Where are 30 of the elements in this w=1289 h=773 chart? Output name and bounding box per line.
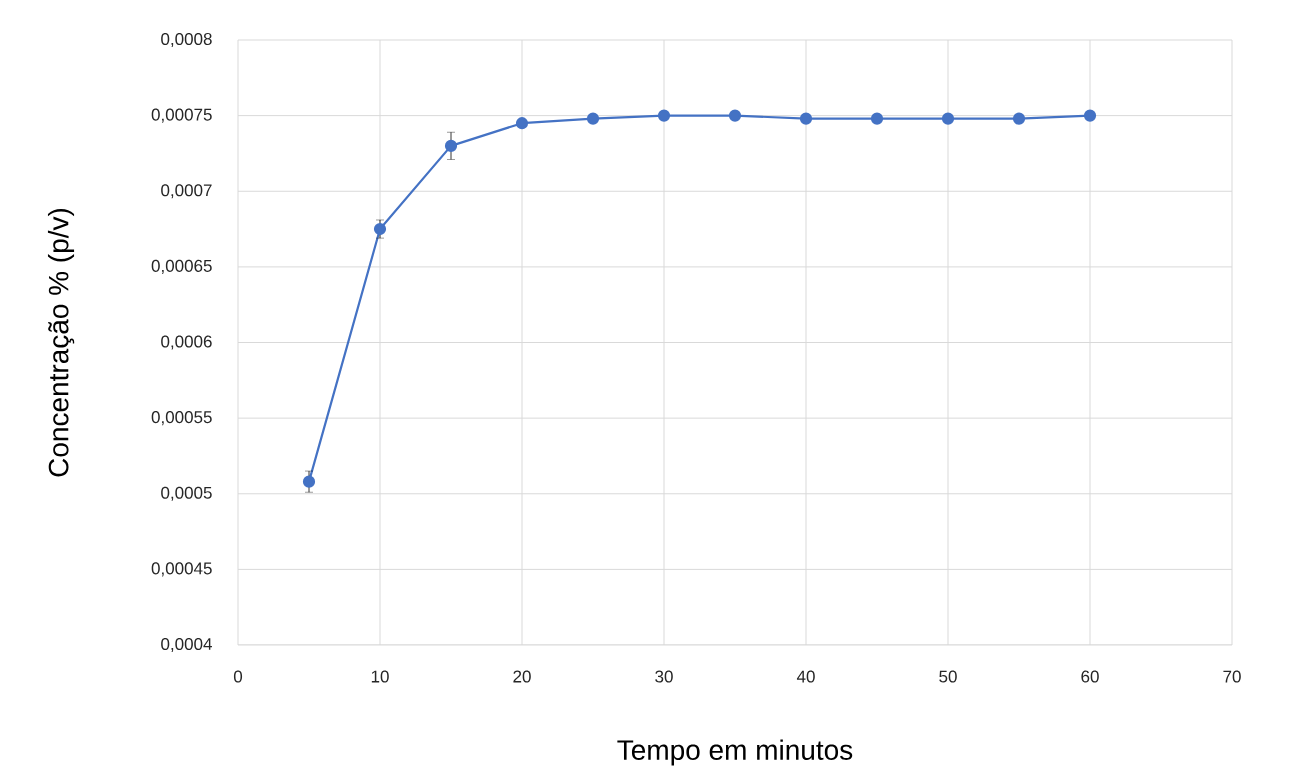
- x-tick-label: 0: [233, 670, 243, 683]
- point: [728, 109, 742, 122]
- x-tick-label: 70: [1223, 670, 1241, 683]
- x-tick-label: 20: [513, 670, 531, 683]
- point: [302, 475, 316, 488]
- y-tick-label: 0,0005: [161, 486, 212, 501]
- point: [586, 112, 600, 125]
- y-tick-label: 0,0006: [161, 335, 212, 350]
- point: [799, 112, 813, 125]
- y-axis-title: Concentração % (p/v): [47, 208, 75, 477]
- x-tick-label: 50: [939, 670, 957, 683]
- y-tick-label: 0,00075: [151, 108, 212, 123]
- point: [444, 139, 458, 152]
- y-tick-label: 0,00045: [151, 562, 212, 577]
- x-tick-label: 30: [655, 670, 673, 683]
- y-tick-label: 0,00065: [151, 259, 212, 274]
- point: [1083, 109, 1097, 122]
- x-tick-label: 60: [1081, 670, 1099, 683]
- point: [515, 117, 529, 130]
- y-tick-label: 0,00055: [151, 411, 212, 426]
- point: [657, 109, 671, 122]
- point: [1012, 112, 1026, 125]
- x-tick-label: 40: [796, 670, 815, 683]
- point: [941, 112, 955, 125]
- x-tick-label: 10: [371, 670, 389, 683]
- y-tick-label: 0,0007: [161, 184, 212, 199]
- y-tick-label: 0,0004: [161, 637, 212, 653]
- y-tick-label: 0,0008: [161, 32, 212, 48]
- point: [870, 112, 884, 125]
- x-axis-title: Tempo em minutos: [617, 739, 853, 766]
